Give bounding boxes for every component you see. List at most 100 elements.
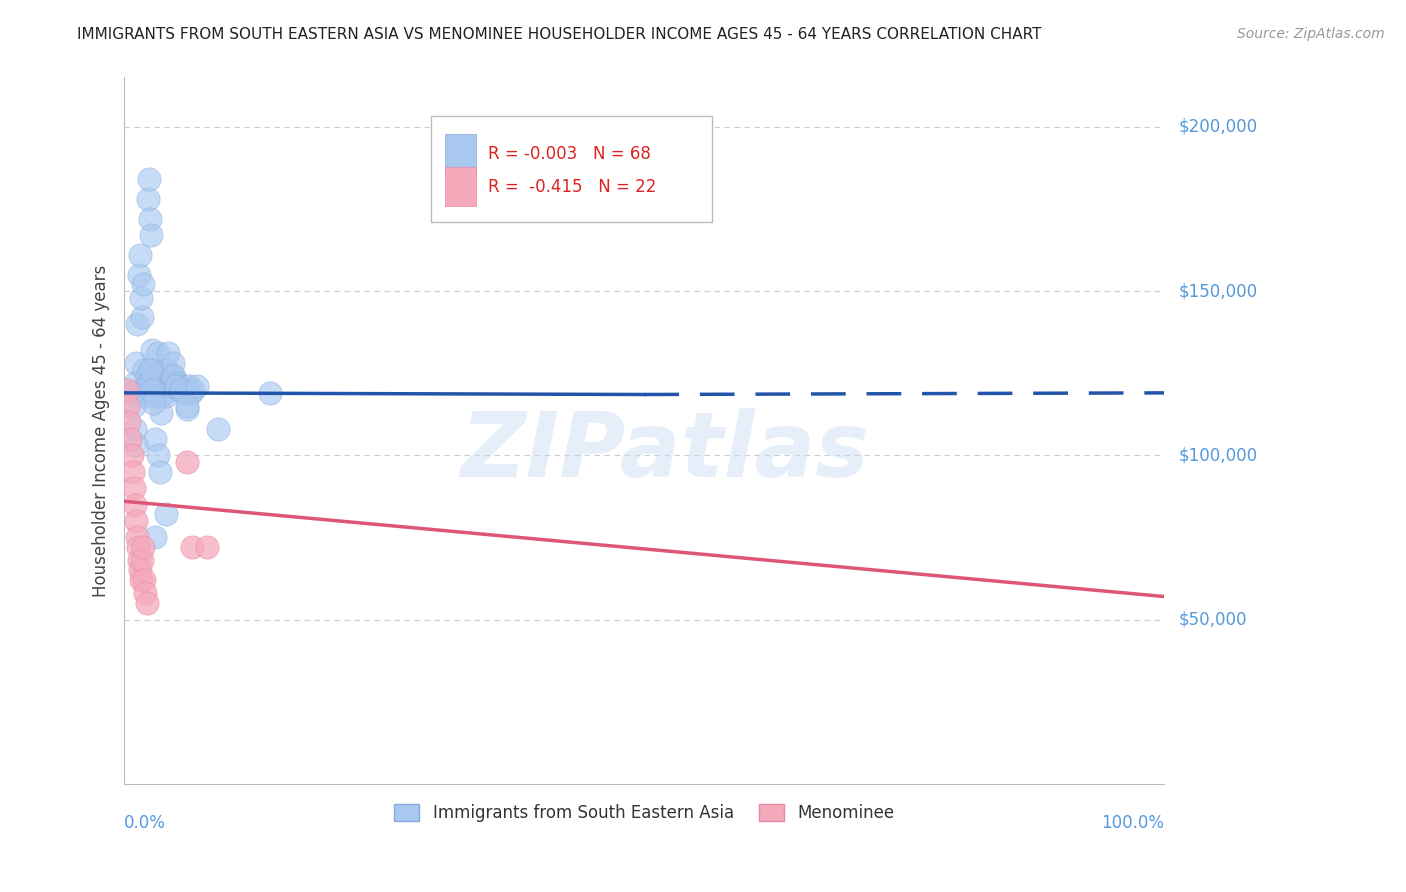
Point — [135, 385, 157, 400]
Point — [146, 346, 169, 360]
Point — [132, 277, 155, 292]
Point — [160, 369, 183, 384]
Text: R = -0.003   N = 68: R = -0.003 N = 68 — [488, 145, 651, 162]
Point — [149, 465, 172, 479]
Point — [155, 508, 177, 522]
Point — [153, 385, 176, 400]
Point — [132, 573, 155, 587]
Text: $50,000: $50,000 — [1178, 610, 1247, 629]
Point — [186, 379, 208, 393]
Point — [176, 399, 198, 413]
Point — [146, 448, 169, 462]
Point — [125, 530, 148, 544]
Point — [141, 383, 163, 397]
Point — [120, 432, 142, 446]
Point — [132, 541, 155, 555]
Point — [128, 553, 150, 567]
Point — [181, 383, 204, 397]
Point — [134, 379, 156, 393]
Point — [173, 385, 195, 400]
Point — [122, 399, 145, 413]
Point — [128, 268, 150, 282]
Point — [139, 211, 162, 226]
Point — [156, 363, 179, 377]
Point — [136, 369, 159, 384]
Point — [152, 363, 174, 377]
Point — [131, 310, 153, 325]
Point — [134, 586, 156, 600]
Y-axis label: Householder Income Ages 45 - 64 years: Householder Income Ages 45 - 64 years — [93, 265, 110, 597]
Point — [155, 389, 177, 403]
Point — [150, 376, 173, 390]
Point — [134, 383, 156, 397]
Point — [165, 379, 187, 393]
Point — [138, 376, 160, 390]
Point — [117, 399, 139, 413]
Point — [121, 448, 143, 462]
Point — [122, 481, 145, 495]
FancyBboxPatch shape — [444, 167, 475, 206]
FancyBboxPatch shape — [444, 134, 475, 173]
Point — [177, 379, 200, 393]
Point — [136, 192, 159, 206]
Point — [128, 248, 150, 262]
Point — [124, 498, 146, 512]
Point — [117, 383, 139, 397]
Point — [197, 541, 219, 555]
Point — [143, 379, 166, 393]
Point — [207, 422, 229, 436]
Point — [127, 541, 149, 555]
Point — [162, 356, 184, 370]
Text: 0.0%: 0.0% — [124, 814, 166, 832]
Text: IMMIGRANTS FROM SOUTH EASTERN ASIA VS MENOMINEE HOUSEHOLDER INCOME AGES 45 - 64 : IMMIGRANTS FROM SOUTH EASTERN ASIA VS ME… — [77, 27, 1042, 42]
Text: ZIPatlas: ZIPatlas — [461, 408, 870, 496]
Point — [125, 317, 148, 331]
Text: Source: ZipAtlas.com: Source: ZipAtlas.com — [1237, 27, 1385, 41]
Point — [142, 363, 165, 377]
Point — [141, 343, 163, 358]
Point — [121, 385, 143, 400]
Point — [124, 376, 146, 390]
Point — [176, 455, 198, 469]
Point — [121, 465, 143, 479]
Point — [145, 530, 167, 544]
Legend: Immigrants from South Eastern Asia, Menominee: Immigrants from South Eastern Asia, Meno… — [388, 797, 901, 829]
Text: $200,000: $200,000 — [1178, 118, 1257, 136]
Text: $100,000: $100,000 — [1178, 446, 1257, 464]
FancyBboxPatch shape — [432, 116, 711, 222]
Point — [124, 438, 146, 452]
Point — [142, 395, 165, 409]
Point — [124, 514, 146, 528]
Point — [167, 376, 190, 390]
Point — [170, 383, 193, 397]
Point — [132, 363, 155, 377]
Point — [160, 379, 183, 393]
Point — [141, 228, 163, 243]
Text: $150,000: $150,000 — [1178, 282, 1257, 300]
Point — [145, 369, 167, 384]
Point — [128, 563, 150, 577]
Point — [172, 379, 194, 393]
Point — [136, 389, 159, 403]
Point — [139, 363, 162, 377]
Point — [121, 385, 143, 400]
Point — [129, 573, 152, 587]
Point — [145, 389, 167, 403]
Point — [138, 172, 160, 186]
Text: 100.0%: 100.0% — [1101, 814, 1164, 832]
Point — [129, 291, 152, 305]
Point — [152, 379, 174, 393]
Point — [180, 541, 202, 555]
Point — [131, 553, 153, 567]
Point — [157, 376, 180, 390]
Point — [145, 432, 167, 446]
Point — [148, 376, 170, 390]
Point — [118, 416, 141, 430]
Point — [165, 379, 187, 393]
Point — [176, 402, 198, 417]
Point — [180, 385, 202, 400]
Point — [124, 356, 146, 370]
Text: R =  -0.415   N = 22: R = -0.415 N = 22 — [488, 178, 657, 196]
Point — [149, 389, 172, 403]
Point — [169, 383, 191, 397]
